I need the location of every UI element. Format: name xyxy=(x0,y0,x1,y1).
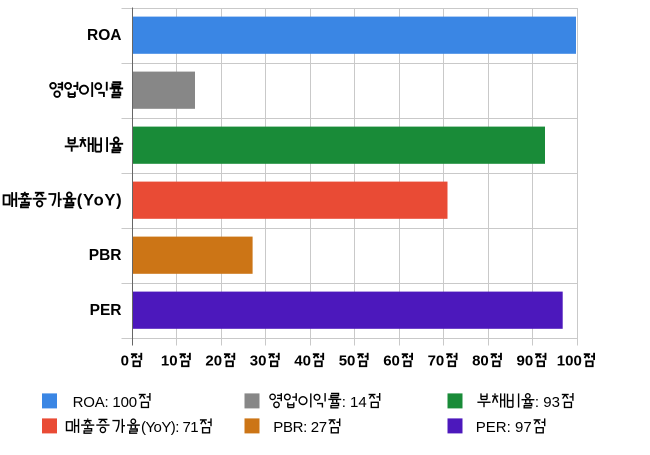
svg-text:60: 60 xyxy=(383,352,400,369)
svg-text:80: 80 xyxy=(472,352,489,369)
svg-text:ROA: ROA xyxy=(87,27,121,44)
svg-text:90: 90 xyxy=(517,352,534,369)
svg-text:PER: 97: PER: 97 xyxy=(476,419,532,436)
svg-text:ROA: 100: ROA: 100 xyxy=(73,394,137,411)
svg-text:40: 40 xyxy=(294,352,311,369)
svg-text:PER: PER xyxy=(90,302,122,319)
svg-text:PBR: PBR xyxy=(89,247,122,264)
svg-text:0: 0 xyxy=(121,352,129,369)
svg-text:PBR: 27: PBR: 27 xyxy=(273,419,326,436)
svg-text:30: 30 xyxy=(250,352,267,369)
svg-text:10: 10 xyxy=(161,352,178,369)
svg-text:70: 70 xyxy=(428,352,445,369)
svg-text:20: 20 xyxy=(205,352,222,369)
svg-text:(YoY): 71: (YoY): 71 xyxy=(141,419,198,436)
svg-text:: 93: : 93 xyxy=(535,394,560,411)
svg-text:: 14: : 14 xyxy=(342,394,367,411)
svg-text:50: 50 xyxy=(339,352,356,369)
svg-text:(YoY): (YoY) xyxy=(77,191,123,209)
svg-text:100: 100 xyxy=(557,352,582,369)
